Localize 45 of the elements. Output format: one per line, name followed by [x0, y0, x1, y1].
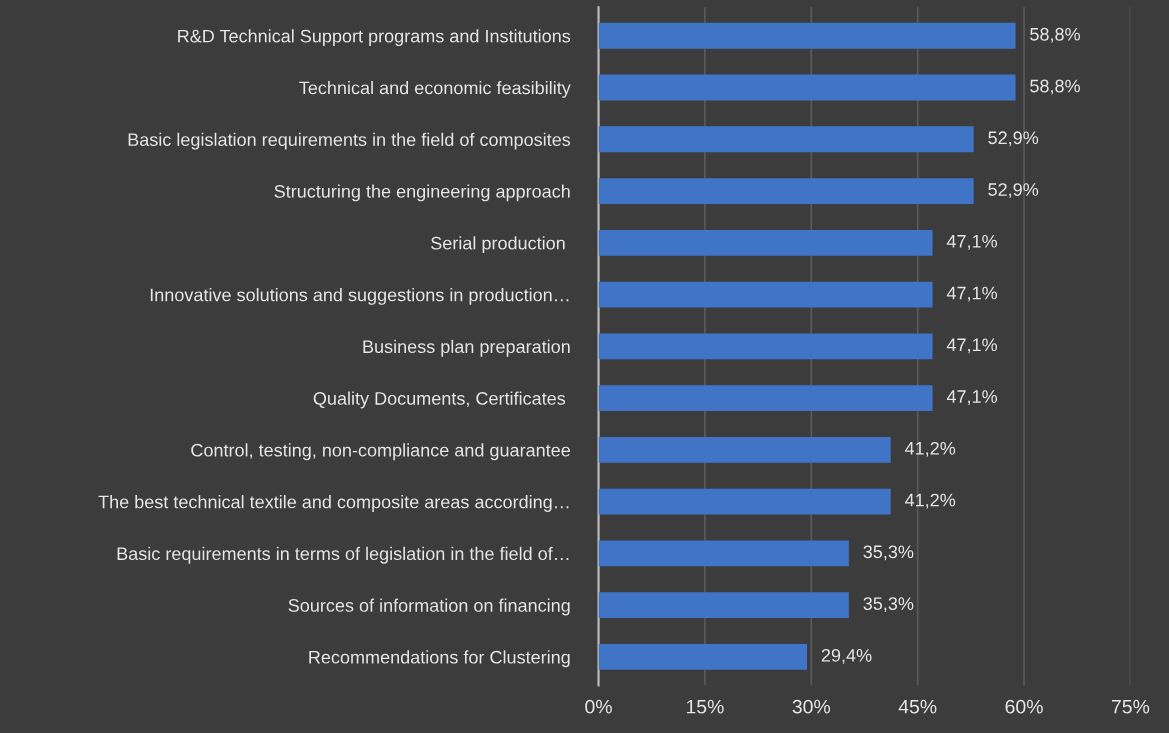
data-label: 58,8% [1030, 79, 1080, 95]
y-tick-label: Serial production [431, 236, 565, 254]
bar [598, 22, 1016, 49]
data-label: 47,1% [946, 338, 997, 354]
data-label: 35,3% [863, 597, 914, 613]
y-tick-label: Control, testing, non-compliance and guarantee [191, 443, 570, 461]
data-label: 47,1% [946, 286, 997, 302]
bar [598, 178, 974, 205]
bar [598, 436, 891, 463]
data-label: 29,4% [821, 648, 872, 664]
data-label: 47,1% [946, 234, 997, 250]
y-tick-label: Business plan preparation [363, 339, 570, 357]
data-label: 41,2% [905, 441, 956, 457]
x-tick-label: 75% [1111, 699, 1150, 714]
data-label: 58,8% [1030, 27, 1080, 43]
data-label: 35,3% [863, 545, 914, 561]
y-tick-label: R&D Technical Support programs and Institutions [178, 29, 571, 47]
x-tick-label: 60% [1005, 699, 1043, 714]
y-tick-label: Innovative solutions and suggestions in production… [150, 288, 569, 305]
bar [598, 126, 974, 153]
bar [598, 592, 849, 619]
data-label: 52,9% [988, 131, 1039, 147]
data-label: 47,1% [946, 390, 997, 406]
y-tick-label: Technical and economic feasibility [299, 81, 571, 98]
bar [598, 488, 891, 515]
y-tick-label: The best technical textile and composite areas according… [98, 495, 569, 512]
y-tick-label: Recommendations for Clustering [309, 650, 570, 668]
x-tick-label: 15% [686, 699, 724, 714]
x-tick-label: 30% [792, 699, 831, 714]
data-label: 41,2% [905, 493, 956, 509]
bar [598, 333, 933, 360]
x-tick-label: 0% [585, 699, 612, 714]
bar [598, 74, 1016, 101]
bar [598, 643, 808, 670]
bar [598, 540, 849, 567]
x-tick-label: 45% [898, 699, 937, 714]
y-tick-label: Basic requirements in terms of legislation in the field of… [117, 546, 569, 564]
bar [598, 385, 933, 412]
data-label: 52,9% [988, 183, 1039, 199]
bar [598, 281, 933, 308]
bar [598, 229, 933, 256]
y-tick-label: Quality Documents, Certificates [313, 391, 566, 409]
y-tick-label: Sources of information on financing [288, 598, 570, 616]
y-tick-label: Structuring the engineering approach [274, 184, 570, 202]
y-tick-label: Basic legislation requirements in the field of composites [128, 132, 571, 150]
